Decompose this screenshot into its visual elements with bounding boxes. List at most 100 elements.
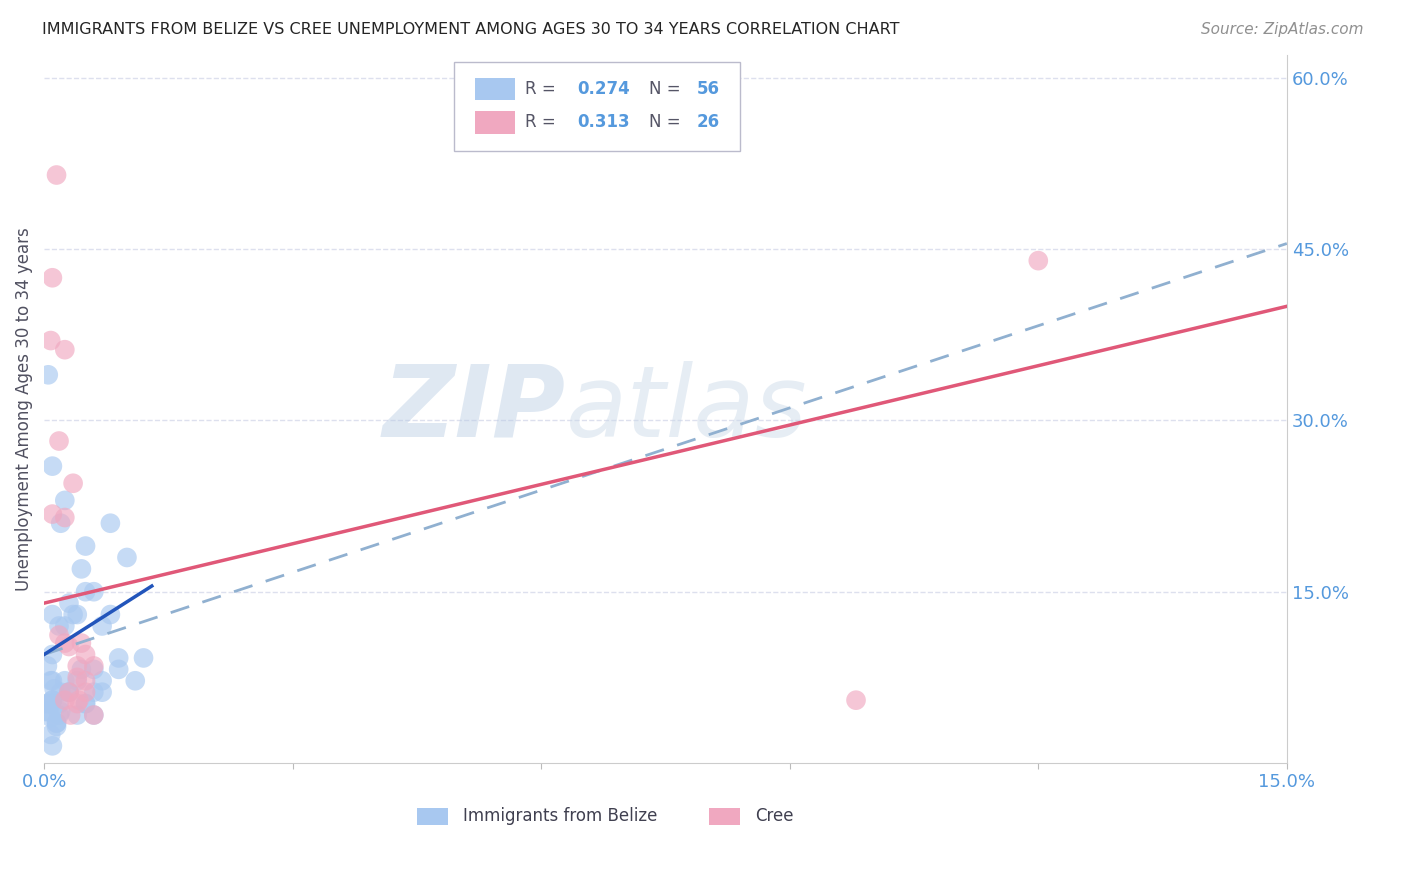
Point: [45, 719, 67, 733]
Point: [75, 685, 97, 699]
Point: [83, 584, 105, 599]
Point: [70, 662, 93, 676]
Point: [58, 685, 80, 699]
Text: R =: R =: [524, 80, 561, 98]
Point: [53, 493, 76, 508]
Point: [66, 659, 89, 673]
Point: [42, 681, 65, 696]
Point: [48, 434, 70, 448]
Point: [67, 693, 90, 707]
Text: IMMIGRANTS FROM BELIZE VS CREE UNEMPLOYMENT AMONG AGES 30 TO 34 YEARS CORRELATIO: IMMIGRANTS FROM BELIZE VS CREE UNEMPLOYM…: [42, 22, 900, 37]
Point: [83, 685, 105, 699]
Point: [37, 368, 59, 382]
Point: [53, 636, 76, 650]
Point: [41, 739, 63, 753]
Text: Immigrants from Belize: Immigrants from Belize: [463, 807, 657, 825]
Point: [53, 510, 76, 524]
Point: [107, 651, 129, 665]
Point: [83, 662, 105, 676]
Point: [49, 516, 72, 531]
Text: 0.274: 0.274: [578, 80, 630, 98]
Point: [66, 697, 89, 711]
Point: [48, 708, 70, 723]
Point: [41, 648, 63, 662]
Point: [48, 628, 70, 642]
FancyBboxPatch shape: [709, 807, 740, 825]
Point: [75, 648, 97, 662]
Point: [100, 516, 122, 531]
Point: [48, 697, 70, 711]
Point: [66, 708, 89, 723]
Point: [45, 716, 67, 731]
Text: 0.313: 0.313: [578, 113, 630, 131]
Text: atlas: atlas: [567, 360, 807, 458]
Point: [1026, 253, 1049, 268]
Point: [58, 596, 80, 610]
Point: [75, 584, 97, 599]
Point: [75, 673, 97, 688]
Point: [45, 168, 67, 182]
Text: N =: N =: [650, 113, 686, 131]
Point: [41, 693, 63, 707]
Point: [91, 685, 114, 699]
Text: N =: N =: [650, 80, 686, 98]
Text: ZIP: ZIP: [382, 360, 567, 458]
Point: [58, 640, 80, 654]
Point: [83, 659, 105, 673]
Point: [41, 459, 63, 474]
Point: [41, 607, 63, 622]
Point: [83, 708, 105, 723]
Point: [115, 550, 138, 565]
Point: [75, 697, 97, 711]
Text: R =: R =: [524, 113, 561, 131]
Point: [41, 270, 63, 285]
Text: 26: 26: [696, 113, 720, 131]
Point: [107, 662, 129, 676]
Point: [75, 697, 97, 711]
Point: [100, 607, 122, 622]
Point: [58, 685, 80, 699]
Point: [39, 727, 62, 741]
Point: [39, 334, 62, 348]
Point: [39, 697, 62, 711]
Point: [66, 607, 89, 622]
Point: [59, 708, 82, 723]
Point: [41, 507, 63, 521]
Point: [53, 619, 76, 633]
Point: [48, 619, 70, 633]
Point: [35, 705, 58, 719]
Point: [49, 705, 72, 719]
Point: [53, 343, 76, 357]
Point: [91, 619, 114, 633]
Point: [39, 673, 62, 688]
Point: [132, 651, 155, 665]
Y-axis label: Unemployment Among Ages 30 to 34 years: Unemployment Among Ages 30 to 34 years: [15, 227, 32, 591]
Point: [75, 539, 97, 553]
Text: 56: 56: [696, 80, 720, 98]
Point: [37, 659, 59, 673]
Point: [35, 697, 58, 711]
FancyBboxPatch shape: [454, 62, 740, 151]
Point: [62, 607, 84, 622]
Point: [58, 685, 80, 699]
FancyBboxPatch shape: [475, 78, 515, 101]
Point: [39, 710, 62, 724]
Point: [124, 673, 146, 688]
Point: [49, 685, 72, 699]
Point: [66, 670, 89, 684]
Point: [41, 693, 63, 707]
Point: [845, 693, 868, 707]
FancyBboxPatch shape: [418, 807, 449, 825]
Point: [41, 673, 63, 688]
Point: [45, 716, 67, 731]
Text: Cree: Cree: [755, 807, 793, 825]
Point: [37, 705, 59, 719]
Point: [62, 476, 84, 491]
Point: [70, 636, 93, 650]
Point: [91, 673, 114, 688]
Point: [53, 693, 76, 707]
Point: [70, 562, 93, 576]
Text: Source: ZipAtlas.com: Source: ZipAtlas.com: [1201, 22, 1364, 37]
FancyBboxPatch shape: [475, 112, 515, 134]
Point: [66, 673, 89, 688]
